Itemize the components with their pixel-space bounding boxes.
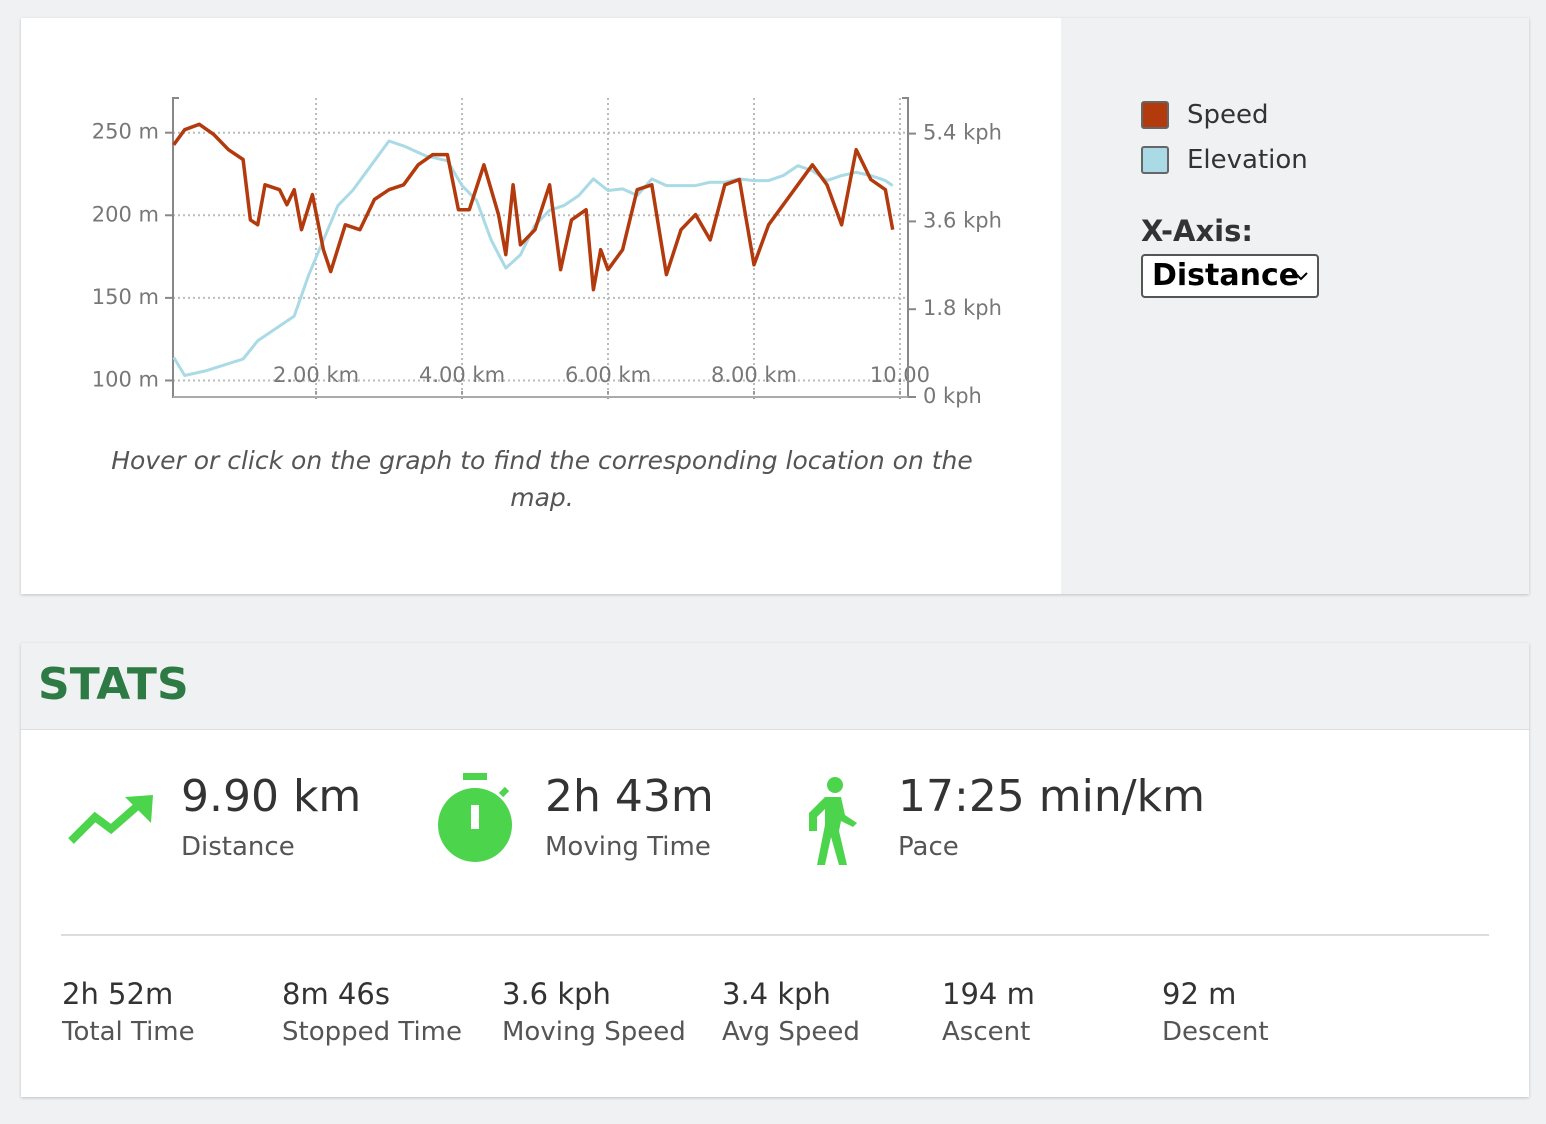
distance-icon (68, 795, 153, 844)
x-tick-label: 4.00 km (419, 363, 505, 387)
stat-value: 8m 46s (282, 977, 390, 1011)
stat-value: 3.6 kph (502, 977, 611, 1011)
stat-value: 17:25 min/km (898, 771, 1205, 822)
y-tick-label: 250 m (92, 120, 159, 144)
legend-item: Speed (1141, 100, 1269, 130)
stat-value: 9.90 km (181, 771, 362, 822)
stat-label: Moving Time (545, 832, 711, 862)
stat-value: 2h 43m (545, 771, 714, 822)
time-icon (438, 773, 512, 862)
y2-tick-label: 0 kph (923, 384, 982, 408)
legend-label: Speed (1187, 100, 1269, 130)
stat-label: Stopped Time (282, 1017, 463, 1047)
y-tick-label: 200 m (92, 202, 159, 226)
series-line (172, 122, 895, 292)
legend-swatch (1141, 146, 1169, 174)
x-tick-label: 10.00 (870, 363, 930, 387)
chart-sidebar (1061, 18, 1529, 594)
stat-label: Descent (1162, 1017, 1269, 1047)
legend-label: Elevation (1187, 145, 1308, 175)
stat-label: Total Time (62, 1017, 195, 1047)
x-axis-label: X-Axis: (1141, 214, 1253, 248)
stats-header (21, 643, 1529, 730)
y2-tick-label: 1.8 kph (923, 296, 1002, 320)
stat-value: 92 m (1162, 977, 1237, 1011)
select-arrow (1294, 272, 1308, 281)
stat-label: Ascent (942, 1017, 1031, 1047)
stat-value: 3.4 kph (722, 977, 831, 1011)
stats-card: STATS 9.90 km Distance 2h 43m Moving Time 17… (21, 643, 1529, 1097)
pace-icon (809, 777, 857, 865)
series-line (172, 139, 894, 377)
x-axis-select[interactable]: Distance (1141, 254, 1319, 298)
stats-title: STATS (38, 659, 189, 710)
y2-tick-label: 3.6 kph (923, 208, 1002, 232)
stat-label: Avg Speed (722, 1017, 860, 1047)
y-tick-label: 100 m (92, 367, 159, 391)
stat-label: Moving Speed (502, 1017, 686, 1047)
stat-value: 194 m (942, 977, 1035, 1011)
stat-label: Distance (181, 832, 295, 862)
stat-label: Pace (898, 832, 959, 862)
caption: Hover or click on the graph to find the … (111, 446, 973, 512)
x-tick-label: 6.00 km (565, 363, 651, 387)
divider (61, 934, 1489, 936)
chart-card (21, 18, 1529, 594)
legend-swatch (1141, 101, 1169, 129)
y2-tick-label: 5.4 kph (923, 121, 1002, 145)
legend-item: Elevation (1141, 145, 1308, 175)
chart[interactable]: 100 m 150 m 200 m 250 m 0 kph 1.8 kph 3.6 kph 5… (0, 0, 1061, 594)
x-tick-label: 8.00 km (711, 363, 797, 387)
y2-axis (902, 97, 909, 398)
x-tick-label: 2.00 km (273, 363, 359, 387)
y-tick-label: 150 m (92, 285, 159, 309)
select-value: Distance (1152, 258, 1300, 293)
stat-value: 2h 52m (62, 977, 174, 1011)
